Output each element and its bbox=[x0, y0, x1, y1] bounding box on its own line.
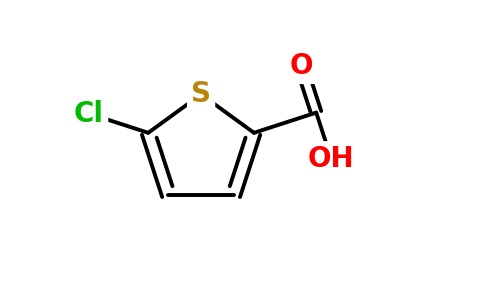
Text: S: S bbox=[191, 80, 211, 108]
Text: O: O bbox=[289, 52, 313, 80]
Text: Cl: Cl bbox=[74, 100, 104, 128]
Text: OH: OH bbox=[308, 145, 355, 173]
